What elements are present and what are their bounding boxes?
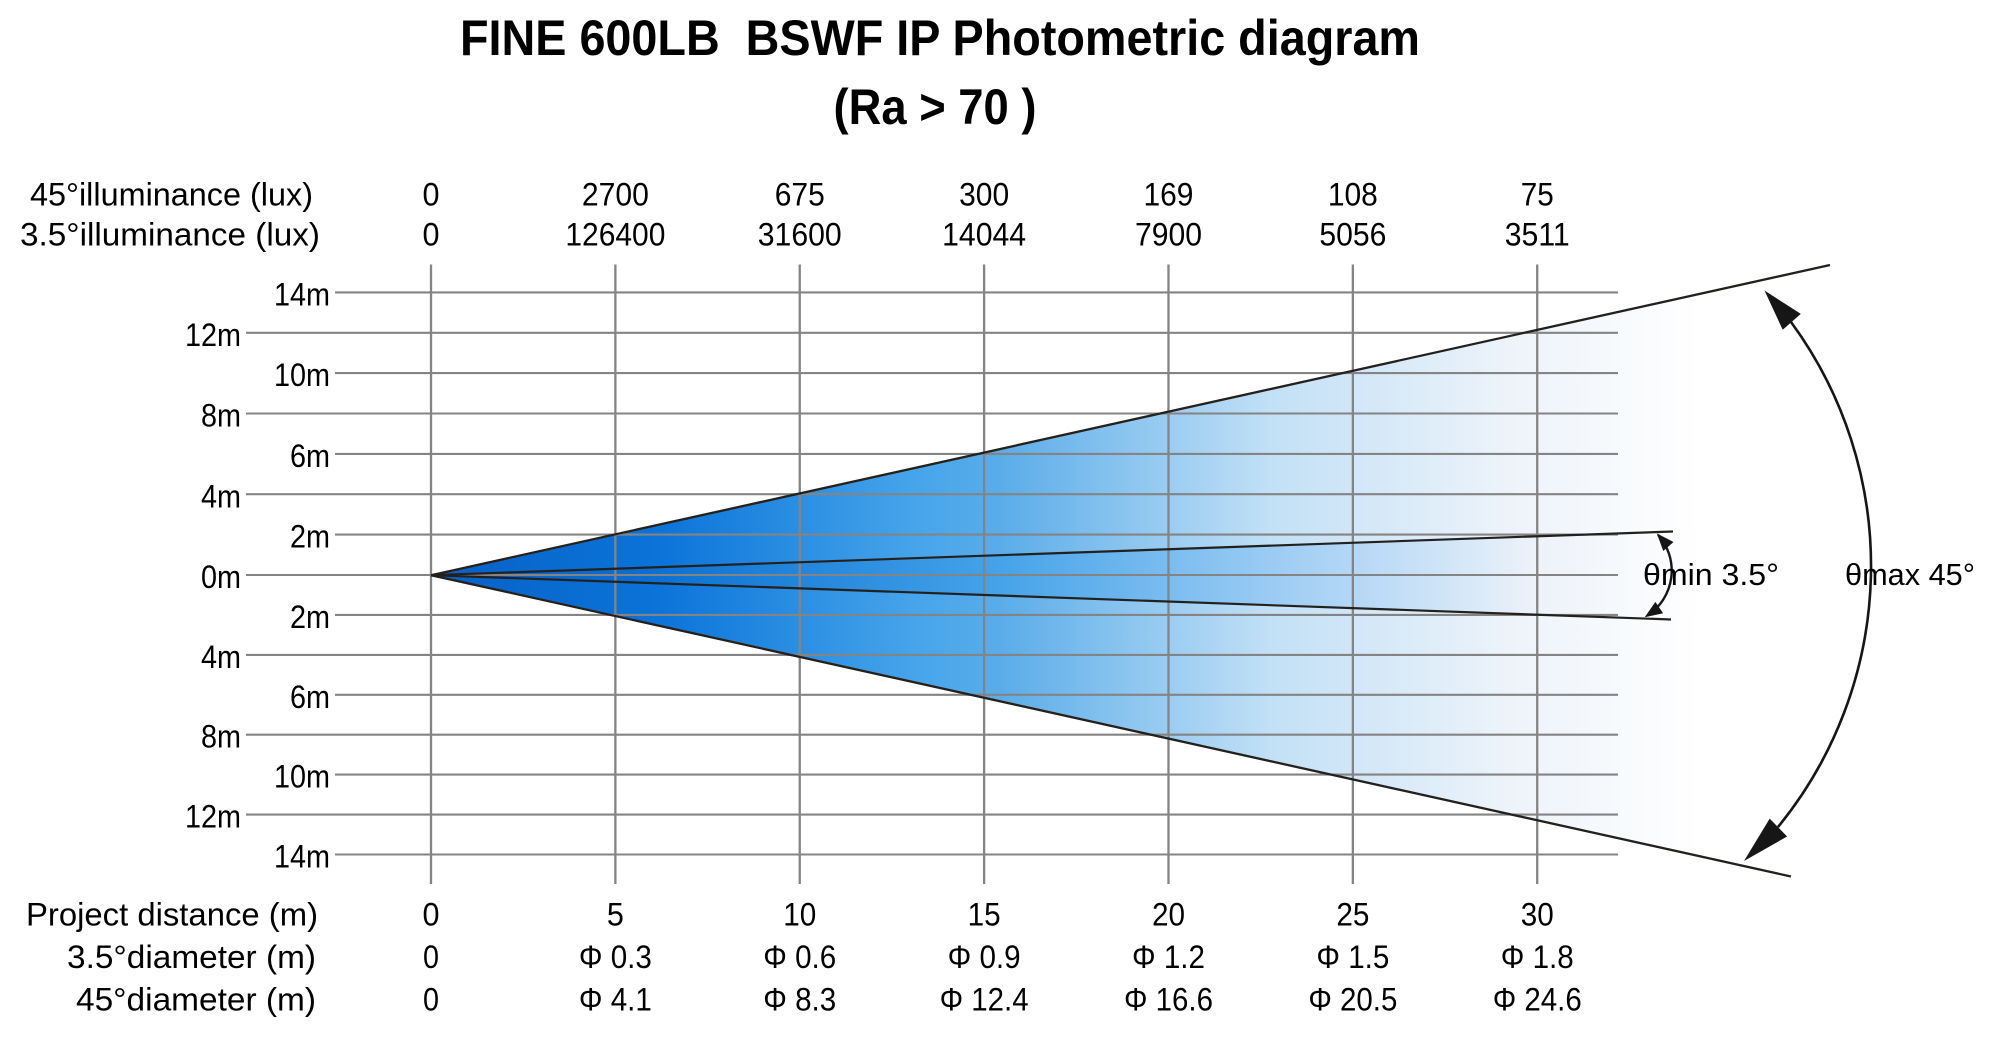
svg-text:20: 20 [1152, 897, 1185, 933]
svg-text:Φ 20.5: Φ 20.5 [1308, 982, 1397, 1018]
svg-text:4m: 4m [201, 639, 241, 675]
svg-text:31600: 31600 [758, 217, 842, 253]
svg-text:0: 0 [423, 897, 440, 933]
svg-text:θmin 3.5°: θmin 3.5° [1643, 557, 1779, 592]
svg-text:5056: 5056 [1319, 217, 1386, 253]
svg-text:Φ 4.1: Φ 4.1 [579, 982, 652, 1018]
svg-text:7900: 7900 [1135, 217, 1202, 253]
svg-text:8m: 8m [201, 719, 241, 755]
svg-text:126400: 126400 [565, 217, 665, 253]
svg-text:2m: 2m [290, 519, 330, 555]
svg-text:5: 5 [607, 897, 624, 933]
svg-text:14044: 14044 [942, 217, 1026, 253]
svg-text:108: 108 [1328, 177, 1378, 213]
svg-text:15: 15 [968, 897, 1001, 933]
svg-text:Φ 12.4: Φ 12.4 [940, 982, 1029, 1018]
svg-text:45°diameter (m): 45°diameter (m) [76, 982, 316, 1018]
svg-text:0: 0 [423, 939, 439, 975]
svg-text:300: 300 [959, 177, 1009, 213]
svg-text:Φ 1.5: Φ 1.5 [1316, 939, 1389, 975]
svg-text:10: 10 [783, 897, 816, 933]
svg-text:Φ 0.9: Φ 0.9 [948, 939, 1021, 975]
svg-text:Φ 1.2: Φ 1.2 [1132, 939, 1205, 975]
svg-text:10m: 10m [274, 759, 330, 795]
svg-text:3511: 3511 [1505, 217, 1570, 253]
svg-text:675: 675 [775, 177, 825, 213]
svg-text:12m: 12m [185, 799, 241, 835]
svg-text:25: 25 [1336, 897, 1369, 933]
svg-text:0: 0 [423, 217, 440, 253]
svg-text:4m: 4m [201, 478, 241, 514]
svg-text:0m: 0m [201, 559, 241, 595]
svg-text:2m: 2m [290, 599, 330, 635]
svg-text:30: 30 [1521, 897, 1554, 933]
svg-text:Φ 8.3: Φ 8.3 [763, 982, 836, 1018]
svg-text:Φ 0.3: Φ 0.3 [579, 939, 652, 975]
svg-text:Project distance (m): Project distance (m) [26, 897, 318, 933]
svg-text:Φ 0.6: Φ 0.6 [763, 939, 836, 975]
svg-text:12m: 12m [185, 317, 241, 353]
svg-text:75: 75 [1521, 177, 1554, 213]
svg-text:169: 169 [1143, 177, 1193, 213]
svg-text:14m: 14m [274, 276, 330, 312]
svg-text:FINE 600LB BSWF IP Photometri: FINE 600LB BSWF IP Photometric diagram [460, 10, 1420, 66]
svg-text:8m: 8m [201, 398, 241, 434]
svg-text:6m: 6m [290, 679, 330, 715]
svg-text:3.5°diameter (m): 3.5°diameter (m) [67, 939, 316, 975]
svg-text:θmax 45°: θmax 45° [1845, 557, 1975, 592]
svg-text:Φ 16.6: Φ 16.6 [1124, 982, 1213, 1018]
svg-text:0: 0 [423, 982, 439, 1018]
svg-text:2700: 2700 [582, 177, 649, 213]
svg-text:10m: 10m [274, 357, 330, 393]
svg-text:3.5°illuminance (lux): 3.5°illuminance (lux) [20, 217, 320, 253]
svg-text:45°illuminance (lux): 45°illuminance (lux) [30, 177, 313, 213]
svg-text:Φ 1.8: Φ 1.8 [1501, 939, 1574, 975]
svg-text:14m: 14m [274, 839, 330, 875]
svg-text:(Ra > 70 ): (Ra > 70 ) [834, 79, 1037, 135]
svg-text:6m: 6m [290, 438, 330, 474]
svg-text:0: 0 [423, 177, 440, 213]
svg-text:Φ 24.6: Φ 24.6 [1493, 982, 1582, 1018]
